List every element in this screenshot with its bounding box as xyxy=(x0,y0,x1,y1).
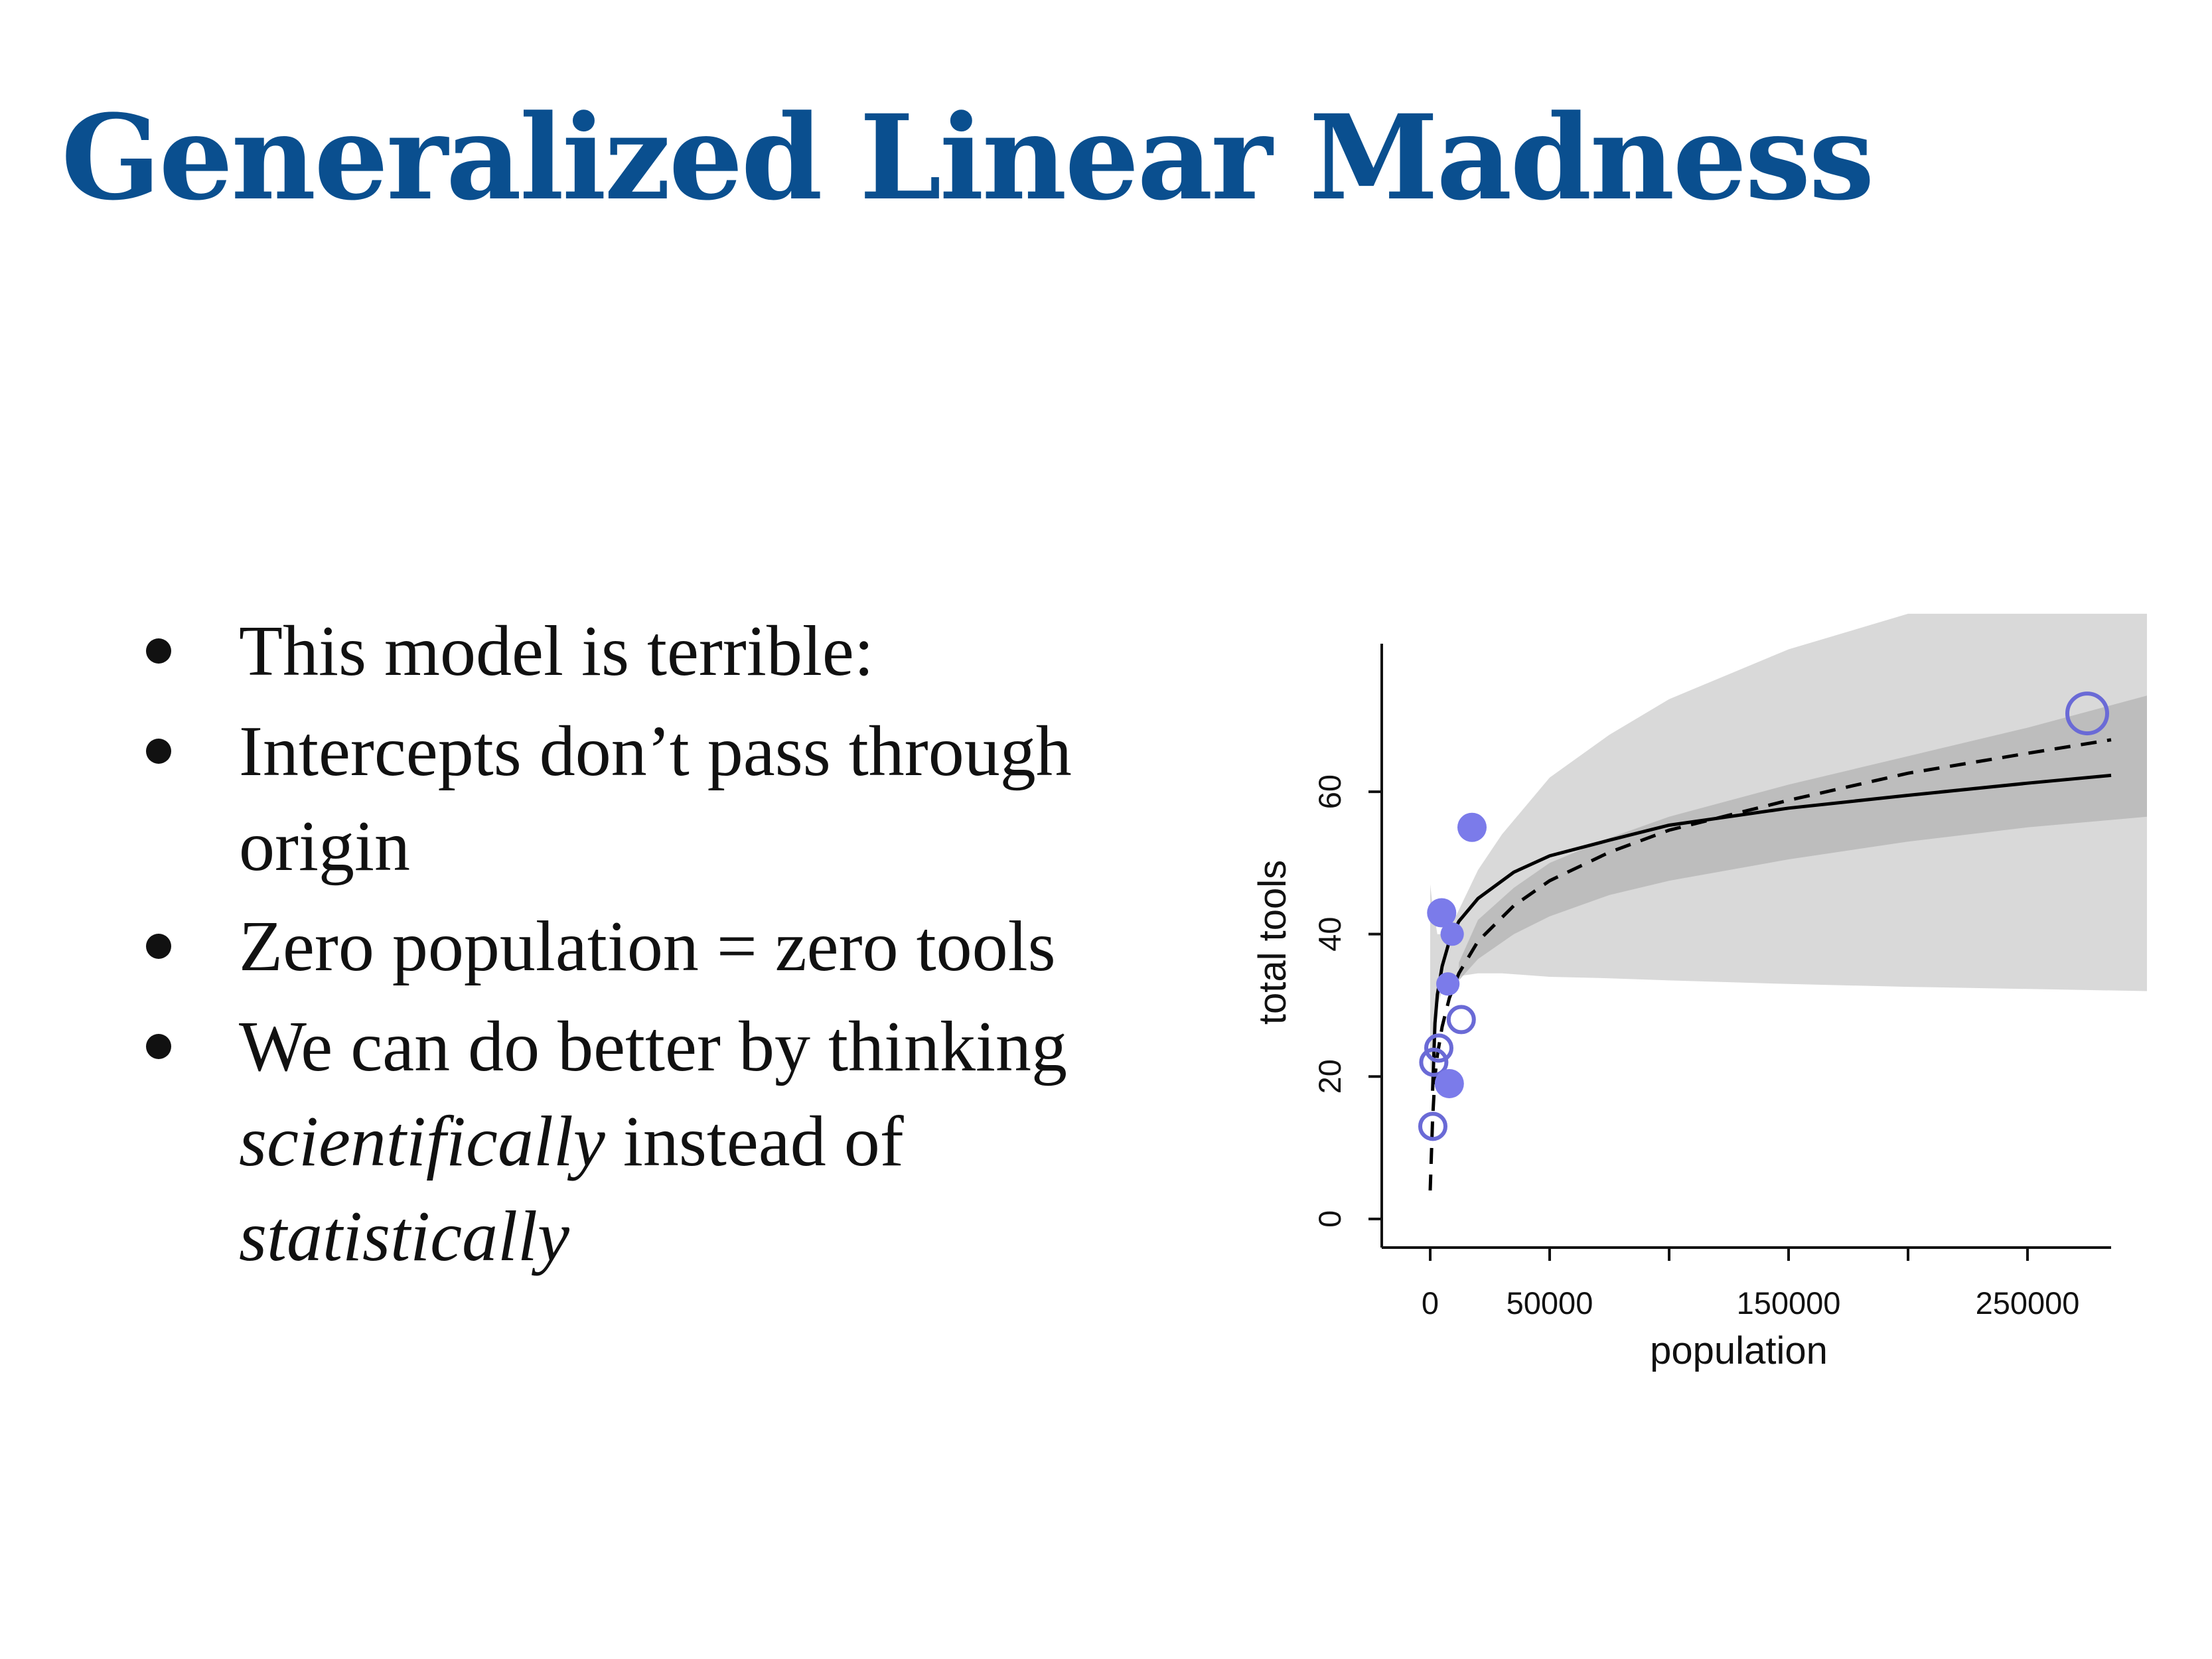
data-point xyxy=(1449,1007,1474,1032)
x-tick-label: 0 xyxy=(1422,1285,1439,1321)
y-axis-title: total tools xyxy=(1251,860,1294,1025)
data-point xyxy=(1441,922,1464,946)
y-tick-label: 0 xyxy=(1312,1210,1347,1228)
data-point xyxy=(1457,813,1487,842)
y-tick-label: 40 xyxy=(1312,917,1347,952)
uncertainty-bands xyxy=(1430,614,2147,1076)
y-tick-label: 20 xyxy=(1312,1059,1347,1094)
data-point xyxy=(1435,1069,1464,1098)
data-point xyxy=(1436,972,1459,995)
x-tick-label: 50000 xyxy=(1507,1285,1593,1321)
x-tick-label: 250000 xyxy=(1976,1285,2080,1321)
y-tick-label: 60 xyxy=(1312,774,1347,809)
x-tick-label: 150000 xyxy=(1737,1285,1841,1321)
x-axis-title: population xyxy=(1650,1329,1828,1372)
